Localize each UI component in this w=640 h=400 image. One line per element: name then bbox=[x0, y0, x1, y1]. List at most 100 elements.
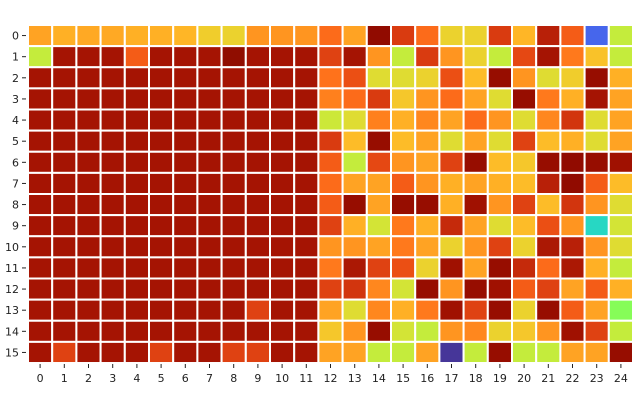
heatmap-cell bbox=[123, 45, 151, 69]
heatmap-cell bbox=[390, 129, 417, 153]
heatmap-cell bbox=[511, 214, 538, 238]
heatmap-cell bbox=[462, 256, 489, 280]
heatmap-cell bbox=[511, 235, 538, 259]
heatmap-cell bbox=[365, 214, 392, 238]
heatmap-cell bbox=[220, 66, 247, 90]
y-tick-label: 11 bbox=[5, 262, 19, 275]
heatmap-cell bbox=[27, 87, 54, 111]
heatmap-cell bbox=[99, 214, 126, 238]
heatmap-cell bbox=[123, 171, 151, 196]
heatmap-cell bbox=[244, 319, 272, 343]
heatmap-cell bbox=[293, 193, 320, 217]
heatmap-cell bbox=[75, 150, 102, 174]
heatmap-cell bbox=[172, 193, 199, 217]
heatmap-cell bbox=[196, 87, 223, 111]
heatmap-cell bbox=[148, 24, 175, 48]
heatmap-cell bbox=[607, 45, 634, 69]
heatmap-cell bbox=[123, 66, 151, 90]
heatmap-cell bbox=[317, 108, 344, 132]
heatmap-cell bbox=[438, 24, 465, 48]
heatmap-cell bbox=[583, 214, 610, 238]
heatmap-cell bbox=[172, 319, 199, 343]
heatmap-cell bbox=[511, 319, 538, 343]
heatmap-cell bbox=[438, 319, 465, 343]
heatmap-cell bbox=[511, 129, 538, 153]
heatmap-cell bbox=[365, 235, 392, 259]
heatmap-cell bbox=[99, 319, 126, 343]
heatmap-cell bbox=[220, 193, 247, 217]
heatmap-cell bbox=[607, 298, 634, 322]
heatmap-cell bbox=[269, 298, 296, 322]
heatmap-cell bbox=[559, 45, 586, 69]
x-tick-label: 15 bbox=[396, 372, 410, 385]
heatmap-cell bbox=[438, 66, 465, 90]
x-tick-label: 14 bbox=[372, 372, 386, 385]
heatmap-cell bbox=[341, 298, 368, 322]
heatmap-cell bbox=[486, 150, 513, 174]
heatmap-cell bbox=[196, 235, 223, 259]
x-tick-label: 11 bbox=[299, 372, 313, 385]
heatmap-cell bbox=[535, 319, 562, 343]
heatmap-cell bbox=[51, 298, 78, 322]
heatmap-cell bbox=[486, 108, 513, 132]
y-tick-label: 3 bbox=[12, 93, 19, 106]
heatmap-cell bbox=[220, 340, 247, 365]
x-tick-label: 10 bbox=[275, 372, 289, 385]
heatmap-cell bbox=[341, 24, 368, 48]
heatmap-cell bbox=[511, 340, 538, 365]
heatmap-cell bbox=[172, 256, 199, 280]
heatmap-cell bbox=[27, 298, 54, 322]
heatmap-cell bbox=[390, 108, 417, 132]
x-tick-label: 5 bbox=[158, 372, 165, 385]
heatmap-cell bbox=[75, 108, 102, 132]
heatmap-cell bbox=[75, 171, 102, 196]
heatmap-cell bbox=[51, 66, 78, 90]
heatmap-cell bbox=[148, 235, 175, 259]
heatmap-cell bbox=[607, 66, 634, 90]
heatmap-cell bbox=[390, 87, 417, 111]
heatmap-cell bbox=[75, 87, 102, 111]
heatmap-cell bbox=[317, 129, 344, 153]
heatmap-cell bbox=[438, 150, 465, 174]
heatmap-cell bbox=[51, 129, 78, 153]
heatmap-cell bbox=[148, 277, 175, 301]
heatmap-cell bbox=[607, 340, 634, 365]
heatmap-cell bbox=[535, 340, 562, 365]
heatmap-cell bbox=[559, 129, 586, 153]
heatmap-cell bbox=[123, 108, 151, 132]
heatmap-cell bbox=[365, 256, 392, 280]
heatmap-cell bbox=[341, 129, 368, 153]
heatmap-cell bbox=[269, 235, 296, 259]
heatmap-cell bbox=[220, 150, 247, 174]
heatmap-cell bbox=[390, 235, 417, 259]
y-tick-label: 4 bbox=[12, 114, 19, 127]
heatmap-cell bbox=[172, 235, 199, 259]
heatmap-cell bbox=[220, 24, 247, 48]
heatmap-cell bbox=[293, 66, 320, 90]
heatmap-cell bbox=[51, 108, 78, 132]
heatmap-cell bbox=[148, 256, 175, 280]
heatmap-cell bbox=[123, 150, 151, 174]
heatmap-cell bbox=[244, 214, 272, 238]
heatmap-cell bbox=[511, 256, 538, 280]
heatmap-cell bbox=[365, 45, 392, 69]
heatmap-cell bbox=[559, 214, 586, 238]
heatmap-cell bbox=[196, 193, 223, 217]
heatmap-cell bbox=[51, 319, 78, 343]
heatmap-cell bbox=[414, 193, 441, 217]
heatmap-cell bbox=[99, 171, 126, 196]
heatmap-cell bbox=[75, 298, 102, 322]
heatmap-cell bbox=[196, 319, 223, 343]
heatmap-cell bbox=[511, 298, 538, 322]
heatmap-cell bbox=[196, 256, 223, 280]
heatmap-cell bbox=[220, 256, 247, 280]
heatmap-cell bbox=[559, 150, 586, 174]
heatmap-cell bbox=[269, 214, 296, 238]
heatmap-cell bbox=[148, 87, 175, 111]
heatmap-cell bbox=[462, 129, 489, 153]
heatmap-cell bbox=[438, 129, 465, 153]
heatmap-cell bbox=[365, 277, 392, 301]
heatmap-cell bbox=[75, 340, 102, 365]
heatmap-cell bbox=[172, 24, 199, 48]
